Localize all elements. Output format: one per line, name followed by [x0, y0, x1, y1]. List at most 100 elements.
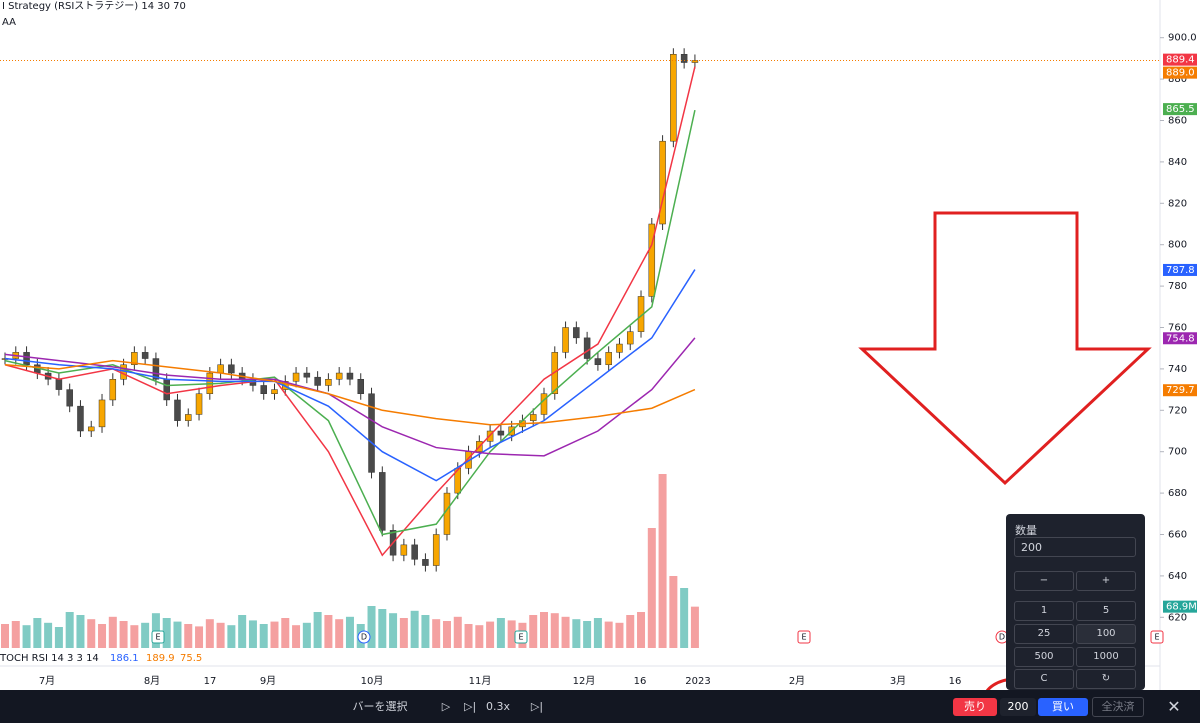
y-tick-label: 760 [1168, 323, 1187, 334]
volume-bar [141, 622, 150, 648]
price-label-bg [1163, 384, 1197, 397]
volume-bar [44, 622, 53, 648]
volume-bar [184, 624, 193, 648]
price-label: 865.5 [1166, 104, 1195, 115]
price-label: 889.0 [1166, 68, 1195, 79]
jump-button[interactable]: ▷| [530, 700, 544, 713]
step-button[interactable]: ▷| [464, 700, 477, 713]
preset-button[interactable]: 100 [1076, 624, 1136, 644]
volume-bar [313, 612, 322, 648]
order-panel: 数量 200 − + 1 5 25 100 500 1000 C ↻ [1006, 514, 1145, 690]
x-tick-label: 17 [204, 676, 217, 687]
candle [271, 389, 278, 394]
minus-button[interactable]: − [1014, 571, 1074, 591]
x-tick-label: 8月 [144, 675, 160, 687]
x-tick-label: 16 [634, 676, 647, 687]
candle [670, 54, 677, 142]
preset-button[interactable]: 500 [1014, 647, 1074, 667]
candle [346, 372, 354, 380]
event-marker: E [1154, 633, 1159, 642]
volume-bar [162, 618, 171, 648]
volume-bar [475, 625, 484, 648]
price-label: 889.4 [1166, 55, 1195, 66]
candle [368, 393, 375, 473]
close-all-button[interactable]: 全決済 [1092, 697, 1144, 717]
volume-bar [453, 616, 462, 648]
candle [109, 379, 117, 401]
x-tick-label: 10月 [361, 675, 384, 687]
price-label-bg [1163, 66, 1197, 79]
x-tick-label: 12月 [573, 675, 596, 687]
close-button[interactable]: ✕ [1167, 697, 1181, 716]
volume-bar [76, 615, 85, 648]
preset-button[interactable]: 1000 [1076, 647, 1136, 667]
candle [87, 426, 95, 432]
select-bar[interactable]: バーを選択 [352, 700, 408, 713]
strategy-legend: I Strategy (RSIストラテジー) 14 30 70 [2, 0, 186, 12]
volume-bar [464, 624, 473, 648]
y-tick-label: 640 [1168, 571, 1187, 582]
candle [540, 393, 548, 415]
volume-bar [281, 618, 290, 648]
quantity-input[interactable]: 200 [1014, 537, 1136, 557]
volume-bar [345, 616, 354, 648]
speed[interactable]: 0.3x [486, 700, 511, 713]
preset-button[interactable]: 1 [1014, 601, 1074, 621]
x-tick-label: 3月 [890, 675, 906, 687]
reset-button[interactable]: ↻ [1076, 669, 1136, 689]
price-label: 729.7 [1166, 385, 1195, 396]
candle [605, 352, 612, 366]
volume-label-bg [1163, 600, 1197, 613]
candle [680, 54, 688, 63]
candle [23, 352, 30, 366]
volume-bar [227, 625, 236, 648]
candle [131, 352, 138, 366]
candle [185, 414, 192, 421]
candle [379, 472, 386, 531]
candle [325, 379, 332, 386]
preset-button[interactable]: 5 [1076, 601, 1136, 621]
volume-bar [335, 619, 344, 648]
candle [228, 364, 235, 374]
chart: I Strategy (RSIストラテジー) 14 30 70 AA TOCH … [0, 0, 1197, 690]
volume-bar [421, 615, 430, 648]
y-tick-label: 860 [1168, 116, 1187, 127]
volume-bar [442, 621, 451, 648]
volume-bar [98, 624, 107, 648]
buy-button[interactable]: 買い [1038, 698, 1088, 716]
volume-bar [637, 612, 646, 648]
candle [152, 358, 160, 380]
volume-bar [540, 612, 548, 648]
candle [357, 379, 364, 394]
volume-bar [195, 626, 204, 648]
price-label-bg [1163, 53, 1197, 66]
candle [77, 405, 84, 432]
event-marker-bg [797, 630, 811, 644]
y-tick-label: 780 [1168, 281, 1187, 292]
play-button[interactable]: ▷ [441, 700, 451, 713]
volume-bar [22, 625, 31, 648]
volume-bar [119, 621, 128, 648]
volume-bar [65, 612, 74, 648]
volume-bar [604, 621, 613, 648]
clear-button[interactable]: C [1014, 669, 1074, 689]
moving-average [4, 359, 696, 426]
y-tick-label: 720 [1168, 405, 1187, 416]
volume-bar [399, 618, 408, 648]
sell-button[interactable]: 売り [953, 698, 997, 716]
volume-bar [486, 621, 495, 648]
preset-button[interactable]: 25 [1014, 624, 1074, 644]
volume-bar [572, 619, 581, 648]
y-tick-label: 620 [1168, 612, 1187, 623]
volume-bar [367, 606, 376, 648]
order-qty[interactable]: 200 [1000, 698, 1036, 716]
y-tick-label: 660 [1168, 530, 1187, 541]
plus-button[interactable]: + [1076, 571, 1136, 591]
volume-label: 68.9M [1166, 602, 1197, 613]
volume-bar [173, 621, 182, 648]
volume-bar [87, 619, 96, 648]
volume-bar [583, 621, 592, 648]
volume-bar [410, 610, 419, 648]
volume-bar [496, 618, 505, 648]
